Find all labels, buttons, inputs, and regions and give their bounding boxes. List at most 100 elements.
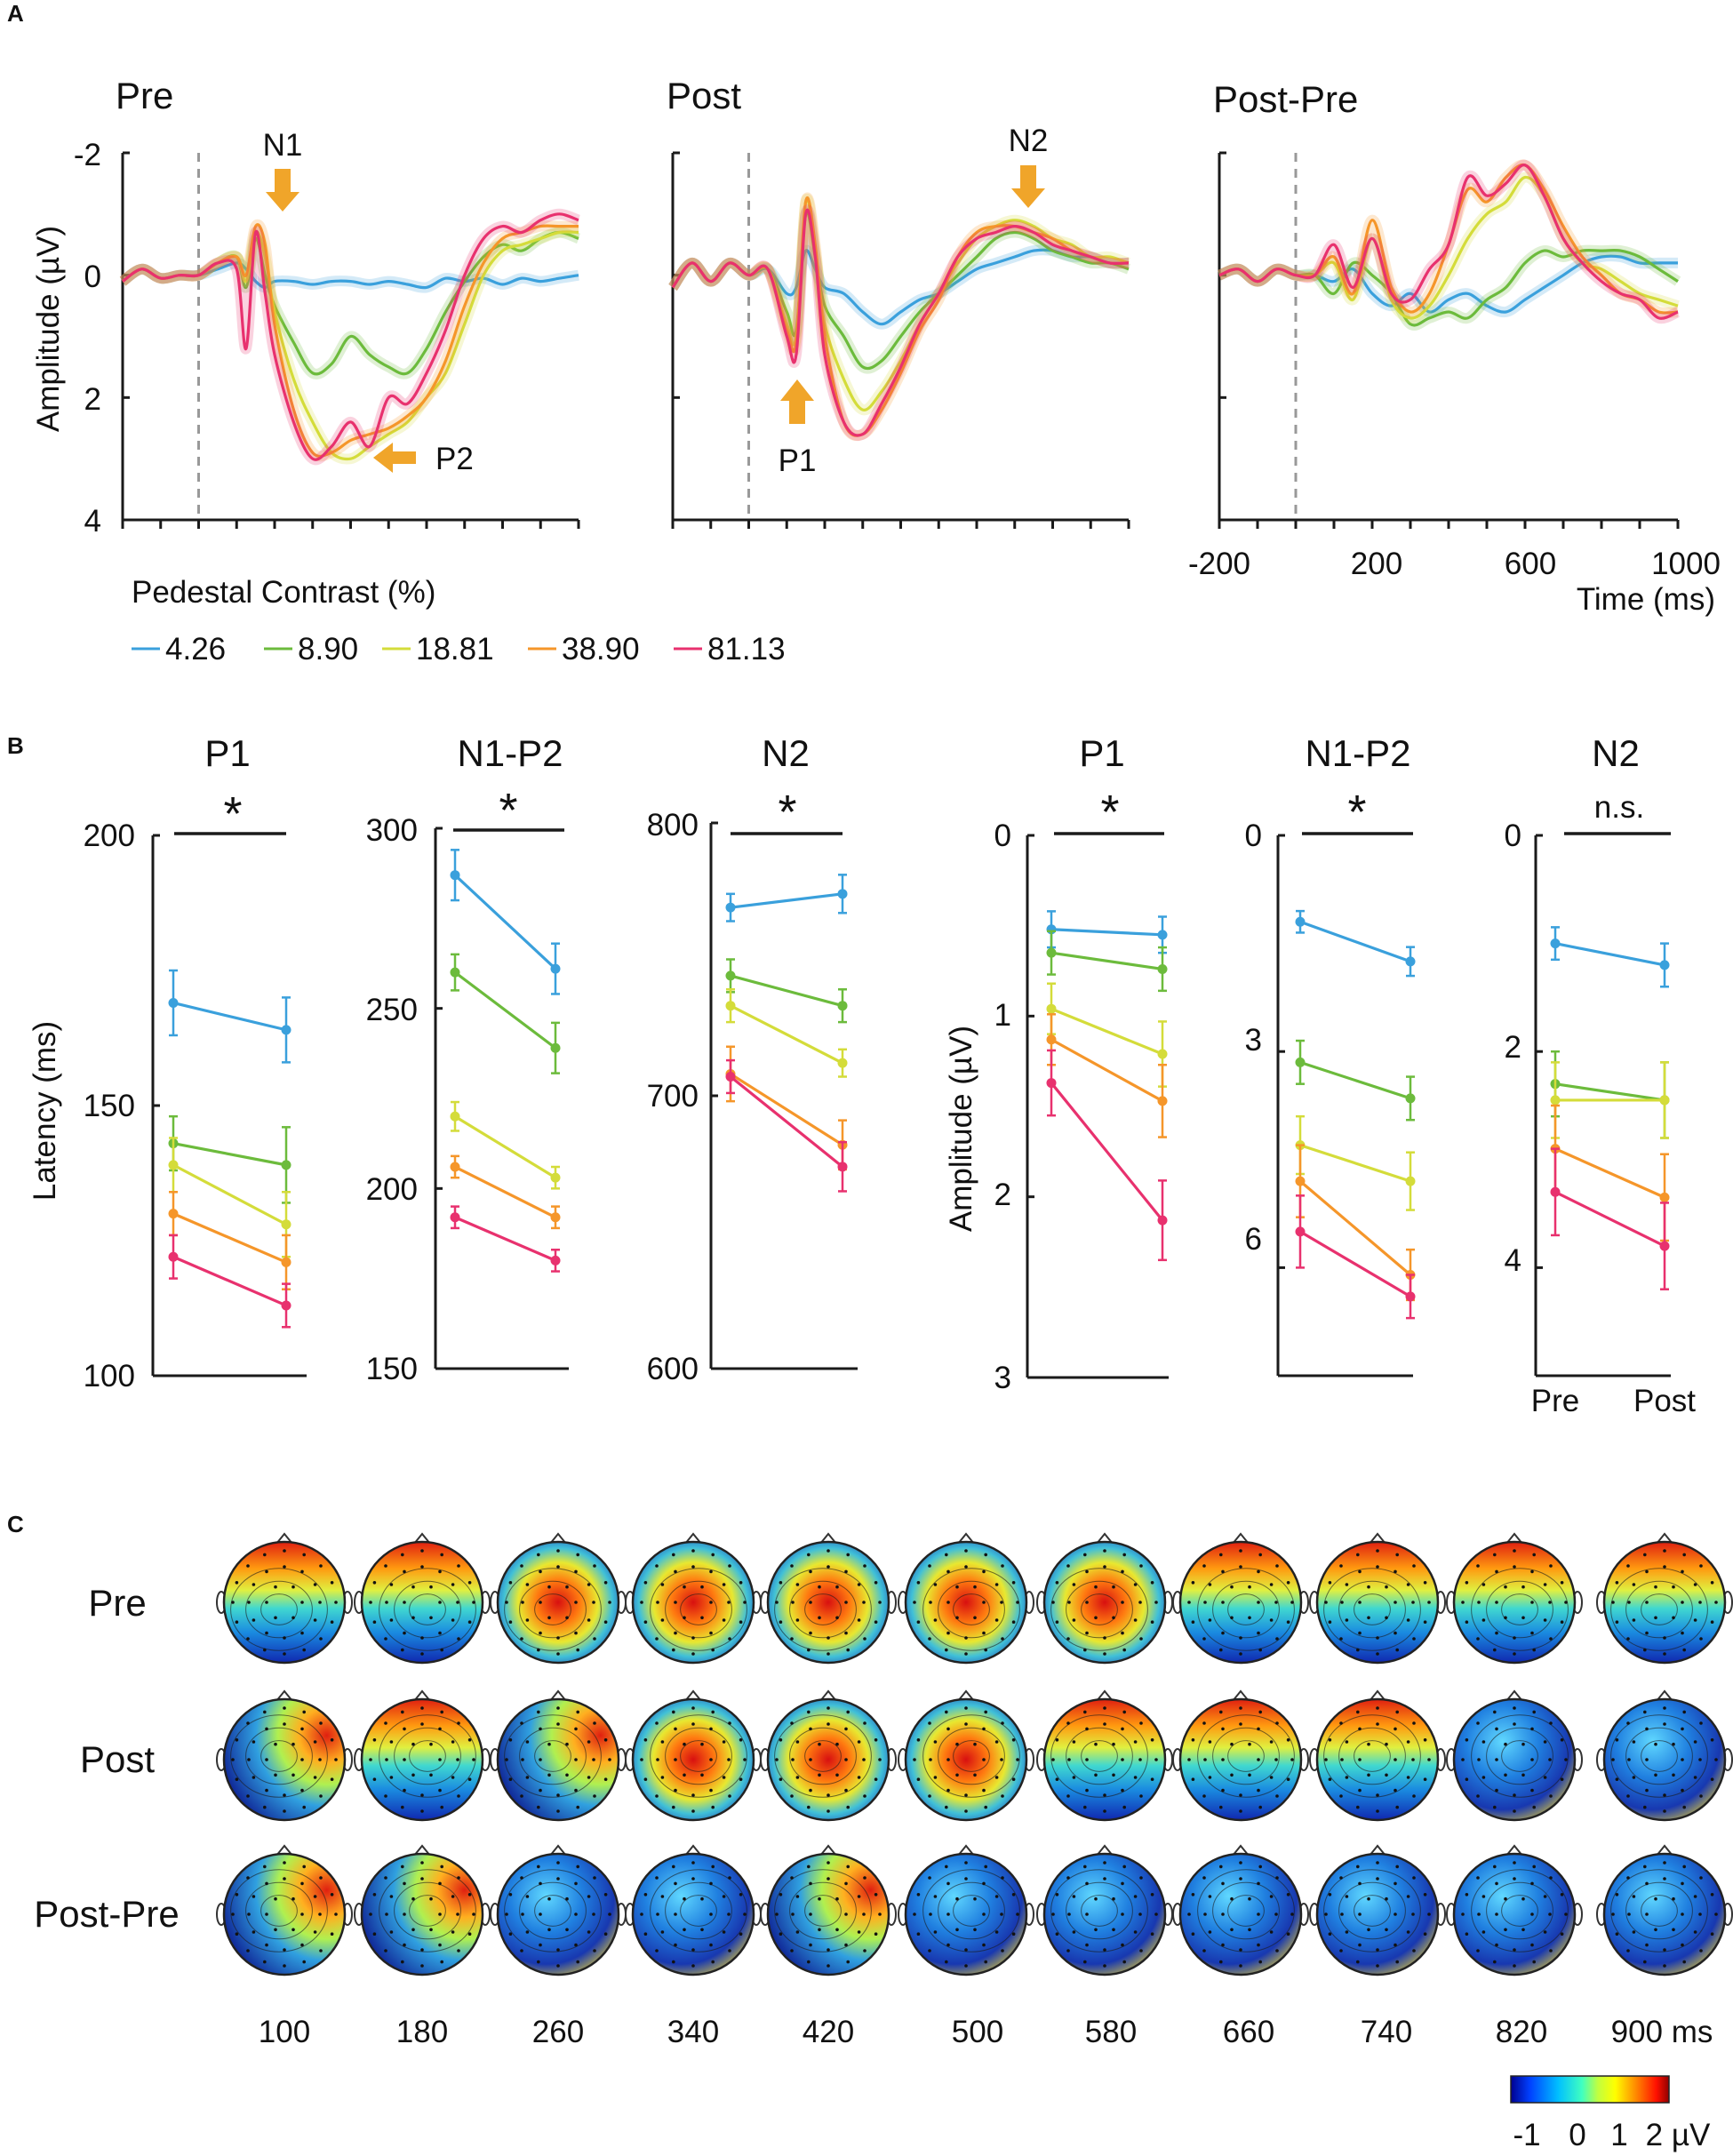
electrode xyxy=(525,1895,530,1898)
electrode xyxy=(790,1564,794,1568)
contour-line xyxy=(1354,1593,1391,1625)
electrode xyxy=(291,1616,295,1620)
electrode xyxy=(655,1876,659,1880)
electrode xyxy=(1011,1932,1016,1936)
head-nose xyxy=(957,1844,975,1857)
electrode xyxy=(587,1930,591,1934)
electrode xyxy=(1367,1773,1370,1777)
electrode xyxy=(1356,1710,1360,1714)
electrode xyxy=(1627,1758,1631,1761)
electrode xyxy=(1376,1877,1379,1881)
electrode xyxy=(574,1881,578,1886)
electrode xyxy=(1239,1565,1242,1569)
electrode xyxy=(1011,1893,1016,1896)
contour-line xyxy=(1227,1593,1265,1625)
electrode xyxy=(1345,1583,1349,1586)
electrode xyxy=(1258,1710,1262,1714)
electrode xyxy=(1121,1569,1124,1574)
electrode xyxy=(372,1777,377,1781)
electrode xyxy=(1356,1960,1360,1964)
contour-line xyxy=(665,1881,732,1940)
electrode xyxy=(1191,1620,1195,1624)
electrode xyxy=(420,1722,424,1726)
electrode xyxy=(973,1928,977,1932)
head-nose xyxy=(684,1689,702,1702)
electrode xyxy=(809,1758,812,1761)
electrode xyxy=(389,1583,394,1586)
contour-line xyxy=(789,1727,857,1785)
electrode xyxy=(403,1569,406,1574)
electrode xyxy=(537,1648,540,1652)
electrode xyxy=(1011,1738,1016,1742)
electrode xyxy=(1394,1943,1397,1947)
colorbar-tick: -1 xyxy=(1513,2118,1540,2152)
electrode xyxy=(420,1948,424,1952)
electrode xyxy=(1411,1912,1415,1916)
electrode xyxy=(1112,1616,1115,1620)
legend: Pedestal Contrast (%) 4.26 8.90 18.81 38… xyxy=(132,575,786,667)
head-scalp xyxy=(1042,1697,1167,1822)
electrode xyxy=(1549,1721,1553,1725)
electrode xyxy=(472,1912,475,1916)
electrode xyxy=(300,1727,304,1731)
electrode xyxy=(1530,1943,1534,1947)
electrode xyxy=(291,1773,295,1777)
electrode xyxy=(1376,1652,1379,1656)
electrode xyxy=(874,1893,878,1896)
erp-xtick: -200 xyxy=(1188,547,1250,581)
electrode xyxy=(1219,1710,1223,1714)
electrode xyxy=(1654,1928,1657,1932)
electrode xyxy=(1219,1553,1223,1557)
electrode xyxy=(1406,1895,1410,1898)
electrode xyxy=(791,1912,795,1916)
electrode xyxy=(246,1876,250,1880)
electrode xyxy=(955,1773,959,1777)
electrode xyxy=(1219,1648,1223,1652)
electrode xyxy=(1083,1710,1087,1714)
electrode xyxy=(247,1758,251,1761)
electrode xyxy=(874,1620,878,1624)
electrode xyxy=(1000,1601,1003,1604)
b-plot-amp-p1 xyxy=(1026,832,1169,1379)
electrode xyxy=(1328,1932,1332,1936)
electrode xyxy=(1548,1758,1552,1761)
electrode xyxy=(1645,1569,1649,1574)
electrode xyxy=(863,1637,866,1641)
electrode xyxy=(739,1932,743,1936)
electrode xyxy=(1275,1564,1279,1568)
electrode xyxy=(743,1912,747,1916)
topomap xyxy=(354,1689,491,1822)
electrode xyxy=(1412,1949,1416,1952)
electrode xyxy=(457,1794,460,1798)
electrode xyxy=(1150,1581,1154,1585)
electrode xyxy=(660,1740,665,1744)
electrode xyxy=(539,1569,542,1574)
electrode xyxy=(928,1949,931,1952)
electrode xyxy=(283,1652,286,1656)
erp-line-81.13 xyxy=(122,212,579,461)
electrode xyxy=(1513,1948,1516,1952)
electrode xyxy=(878,1601,882,1604)
electrode xyxy=(1663,1861,1666,1865)
b-title-lat-n1p2: N1-P2 xyxy=(457,732,563,774)
electrode xyxy=(1645,1631,1649,1635)
electrode xyxy=(1385,1896,1388,1901)
electrode xyxy=(235,1932,239,1936)
electrode xyxy=(420,1861,424,1865)
b-title-lat-n2: N2 xyxy=(762,732,810,774)
head-scalp xyxy=(496,1540,620,1665)
electrode xyxy=(1423,1620,1427,1624)
electrode xyxy=(384,1949,387,1952)
electrode xyxy=(984,1710,987,1714)
contour-line xyxy=(504,1714,602,1798)
electrode xyxy=(1395,1710,1399,1714)
contour-line xyxy=(665,1580,732,1639)
topomap xyxy=(1446,1844,1583,1976)
electrode xyxy=(451,1583,455,1586)
electrode xyxy=(1394,1881,1397,1886)
annotation-n1: N1 xyxy=(263,128,302,212)
contour-line xyxy=(680,1740,717,1772)
legend-label: 38.90 xyxy=(562,632,640,667)
electrode xyxy=(1699,1721,1703,1725)
electrode xyxy=(587,1776,591,1779)
